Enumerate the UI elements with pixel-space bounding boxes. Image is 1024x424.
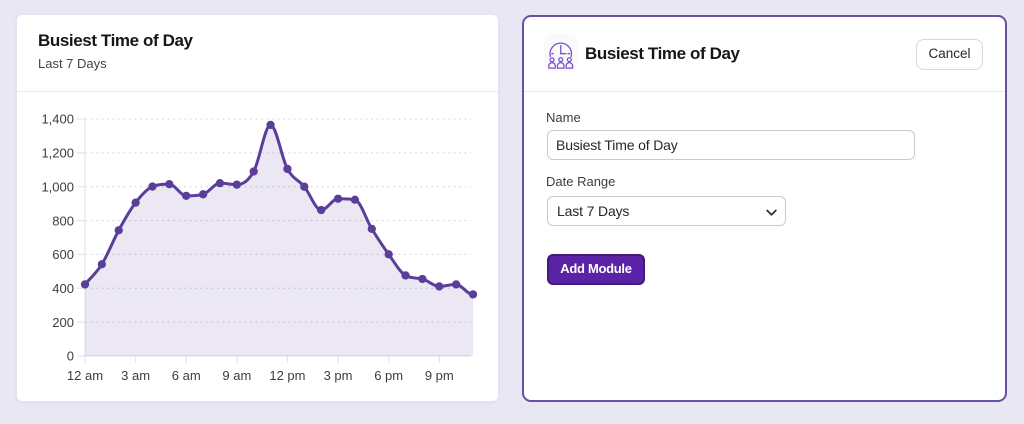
svg-text:400: 400 (52, 281, 74, 296)
svg-text:6 pm: 6 pm (374, 368, 403, 383)
svg-text:12 am: 12 am (67, 368, 103, 383)
svg-text:3 am: 3 am (121, 368, 150, 383)
svg-text:9 am: 9 am (222, 368, 251, 383)
svg-text:1,400: 1,400 (41, 112, 74, 127)
svg-text:800: 800 (52, 213, 74, 228)
svg-text:1,200: 1,200 (41, 146, 74, 161)
svg-text:200: 200 (52, 315, 74, 330)
svg-text:3 pm: 3 pm (324, 368, 353, 383)
svg-text:1,000: 1,000 (41, 179, 74, 194)
svg-text:12 pm: 12 pm (269, 368, 305, 383)
svg-text:600: 600 (52, 247, 74, 262)
svg-text:0: 0 (67, 349, 74, 364)
svg-text:6 am: 6 am (172, 368, 201, 383)
svg-text:9 pm: 9 pm (425, 368, 454, 383)
